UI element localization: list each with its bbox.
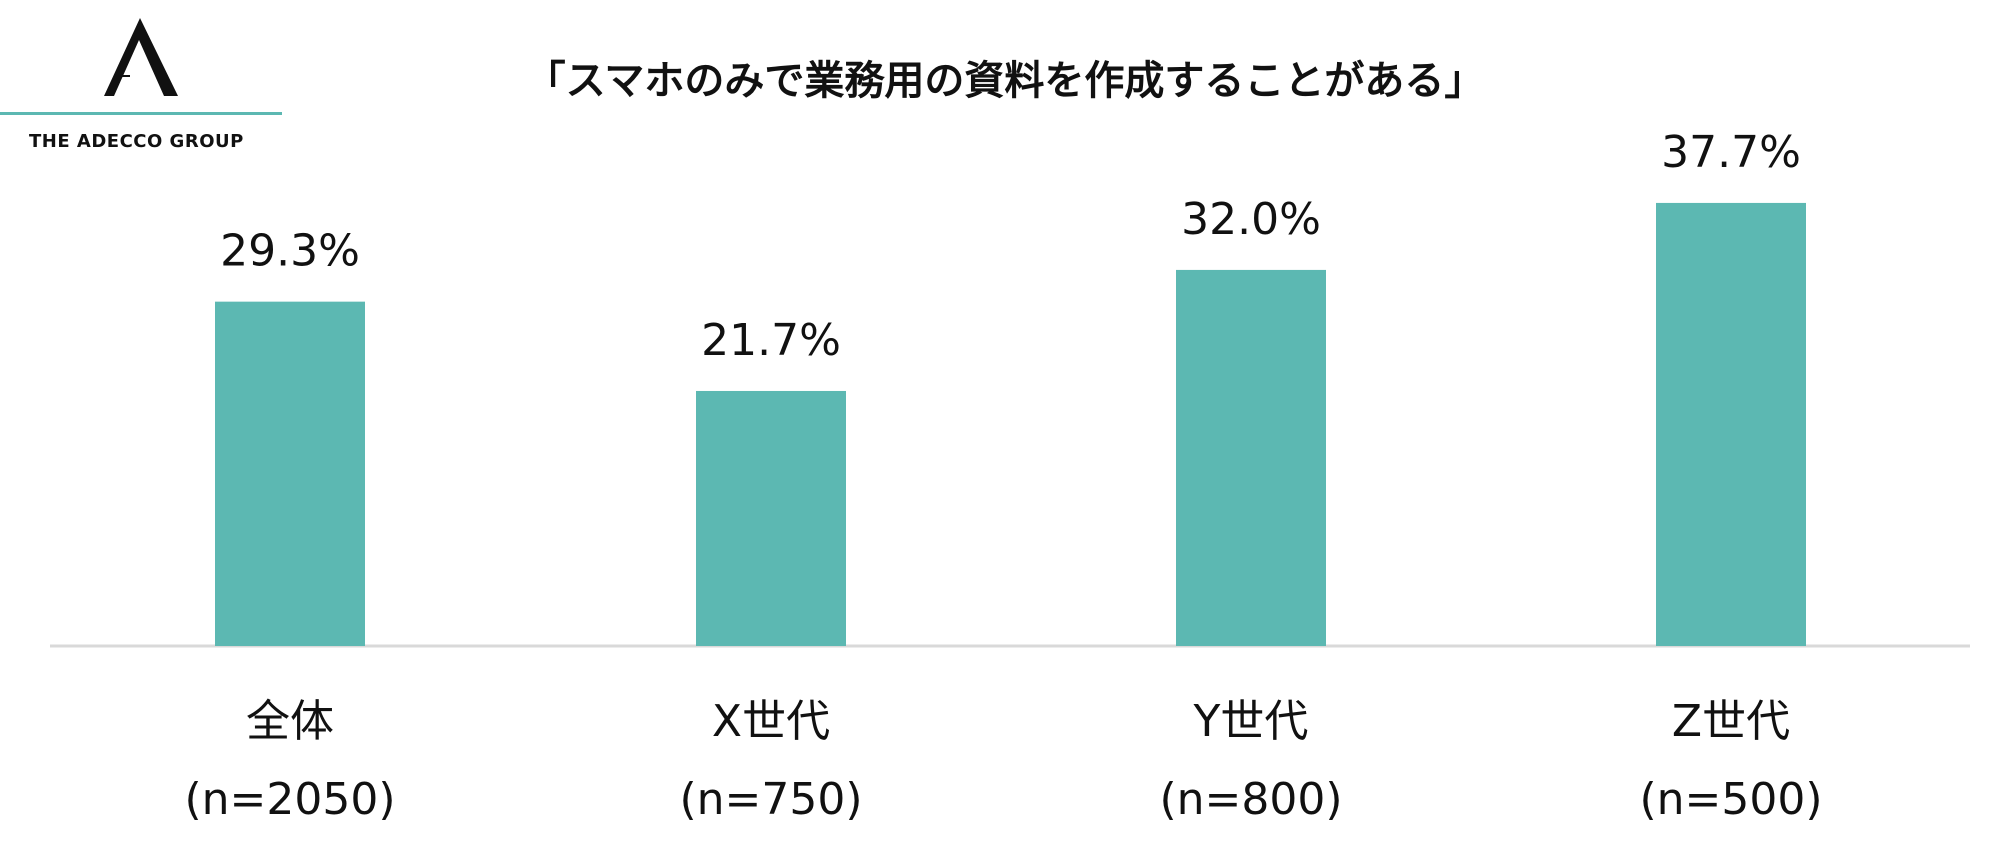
bar-0 — [215, 301, 365, 646]
bar-1 — [696, 390, 846, 646]
data-label-3: 37.7% — [1661, 127, 1801, 178]
adecco-a-logo-icon — [104, 18, 178, 96]
data-label-2: 32.0% — [1181, 194, 1321, 245]
data-label-0: 29.3% — [220, 226, 360, 277]
category-label-3: Z世代 — [1672, 696, 1790, 747]
category-sample-size-0: (n=2050) — [184, 774, 395, 825]
logo-text: THE ADECCO GROUP — [29, 131, 244, 152]
category-label-2: Y世代 — [1193, 696, 1309, 747]
company-logo: THE ADECCO GROUP — [0, 0, 290, 170]
data-label-1: 21.7% — [701, 315, 841, 366]
category-sample-size-1: (n=750) — [679, 774, 862, 825]
chart-title: 「スマホのみで業務用の資料を作成することがある」 — [525, 58, 1485, 104]
category-label-0: 全体 — [246, 696, 334, 747]
category-sample-size-2: (n=800) — [1159, 774, 1342, 825]
logo-divider — [0, 112, 282, 115]
category-sample-size-3: (n=500) — [1639, 774, 1822, 825]
bar-2 — [1176, 269, 1326, 646]
category-label-1: X世代 — [712, 696, 830, 747]
bar-3 — [1656, 202, 1806, 646]
